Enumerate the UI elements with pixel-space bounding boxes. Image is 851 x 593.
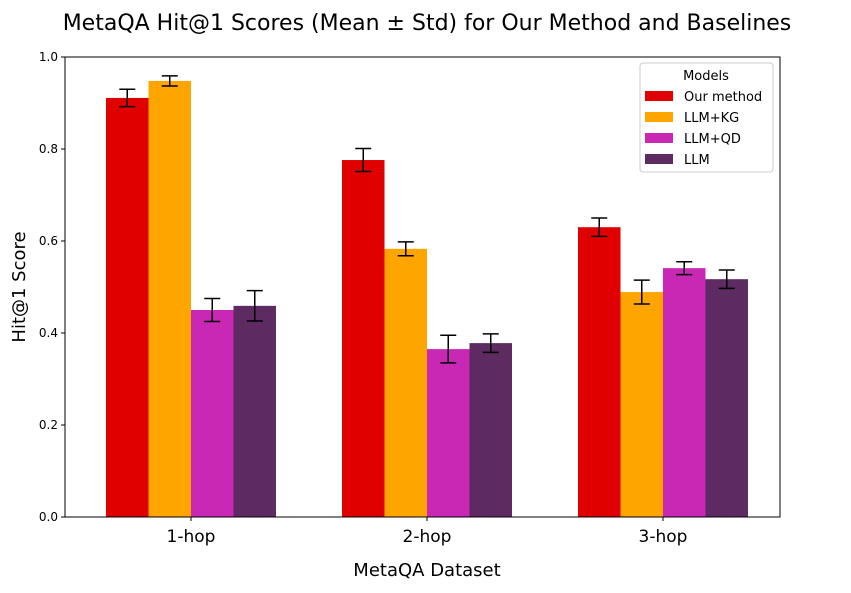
error-bar xyxy=(355,147,372,173)
y-axis: 0.0 0.2 0.4 0.6 0.8 1.0 xyxy=(39,50,65,524)
bar xyxy=(342,160,385,518)
y-tick-label: 1.0 xyxy=(39,50,58,64)
legend-label: Our method xyxy=(684,90,762,105)
legend-swatch xyxy=(645,133,673,143)
bar xyxy=(148,80,191,518)
error-bar xyxy=(676,260,693,276)
legend-label: LLM+KG xyxy=(684,111,739,126)
legend: Models Our method LLM+KG LLM+QD LLM xyxy=(639,62,774,173)
legend-swatch xyxy=(645,112,673,122)
error-bar xyxy=(718,269,735,290)
x-tick-label: 1-hop xyxy=(167,527,216,547)
bar xyxy=(384,248,427,517)
y-tick-label: 0.2 xyxy=(39,418,58,432)
bar xyxy=(620,292,663,517)
legend-title: Models xyxy=(683,69,729,84)
y-axis-label: Hit@1 Score xyxy=(9,231,30,342)
error-bar xyxy=(119,88,136,108)
bar xyxy=(705,279,748,517)
bar xyxy=(469,343,512,517)
x-axis-label: MetaQA Dataset xyxy=(353,560,500,581)
legend-swatch xyxy=(645,91,673,101)
error-bar xyxy=(482,333,499,354)
bar xyxy=(233,305,276,517)
plot-frame xyxy=(64,56,781,518)
bar xyxy=(578,227,621,517)
x-tick-label: 3-hop xyxy=(639,527,688,547)
bars xyxy=(106,75,748,518)
error-bar xyxy=(204,297,221,323)
legend-label: LLM+QD xyxy=(684,132,741,147)
error-bar xyxy=(161,75,178,87)
y-tick-label: 0.8 xyxy=(39,142,58,156)
error-bar xyxy=(246,289,263,322)
x-tick-label: 2-hop xyxy=(403,527,452,547)
chart-title: MetaQA Hit@1 Scores (Mean ± Std) for Our… xyxy=(63,11,792,36)
y-tick-label: 0.0 xyxy=(39,510,58,524)
error-bar xyxy=(440,334,457,364)
legend-box xyxy=(639,62,774,173)
error-bar xyxy=(591,217,608,238)
legend-label: LLM xyxy=(684,153,710,168)
bar xyxy=(663,268,706,517)
x-axis: 1-hop 2-hop 3-hop xyxy=(167,517,688,547)
error-bar xyxy=(633,279,650,305)
bar xyxy=(106,97,149,517)
bar xyxy=(191,310,234,517)
y-tick-label: 0.4 xyxy=(39,326,58,340)
error-bar xyxy=(397,241,414,257)
bar xyxy=(427,349,470,517)
y-tick-label: 0.6 xyxy=(39,234,58,248)
legend-swatch xyxy=(645,154,673,164)
